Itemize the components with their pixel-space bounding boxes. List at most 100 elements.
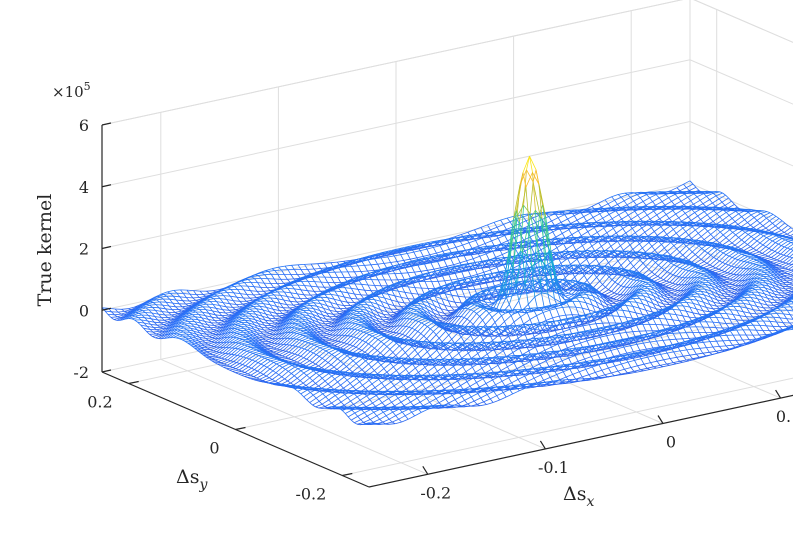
surface-segment xyxy=(646,192,654,195)
surface-segment xyxy=(667,222,671,227)
surface-segment xyxy=(397,260,404,262)
surface-segment xyxy=(548,216,552,222)
surface-segment xyxy=(747,210,755,213)
surface-segment xyxy=(694,229,699,234)
surface-segment xyxy=(687,193,695,198)
surface-segment xyxy=(784,238,792,241)
surface-segment xyxy=(655,192,663,195)
surface-segment xyxy=(718,198,723,203)
surface-segment xyxy=(753,222,761,228)
surface-segment xyxy=(766,214,774,219)
surface-segment xyxy=(614,200,618,205)
surface-segment xyxy=(722,252,727,255)
surface-segment xyxy=(692,251,696,255)
surface-segment xyxy=(641,227,646,233)
surface-segment xyxy=(676,266,680,269)
surface-segment xyxy=(669,205,677,209)
surface-segment xyxy=(747,212,752,216)
surface-segment xyxy=(697,227,706,234)
surface-segment xyxy=(562,229,569,234)
surface-segment xyxy=(722,248,730,254)
surface-segment xyxy=(716,228,721,233)
surface-segment xyxy=(720,207,724,211)
surface-segment xyxy=(334,272,339,278)
surface-segment xyxy=(598,199,606,204)
surface-segment xyxy=(587,231,592,237)
surface-segment xyxy=(703,217,711,223)
surface-segment xyxy=(696,224,704,227)
surface-segment xyxy=(695,208,703,211)
surface-segment xyxy=(387,255,395,258)
surface-segment xyxy=(466,258,474,262)
surface-segment xyxy=(551,217,559,222)
surface-segment xyxy=(380,257,385,264)
surface-segment xyxy=(724,200,732,206)
surface-segment xyxy=(487,222,495,226)
surface-segment xyxy=(364,264,372,266)
surface-segment xyxy=(552,210,559,213)
surface-segment xyxy=(752,261,760,265)
surface-segment xyxy=(593,208,597,211)
surface-segment xyxy=(731,213,739,219)
z-gridline xyxy=(101,0,793,126)
surface-segment xyxy=(590,249,597,252)
surface-segment xyxy=(765,222,773,229)
surface-segment xyxy=(781,230,785,233)
surface-segment xyxy=(571,209,578,213)
surface-segment xyxy=(681,190,689,193)
surface-segment xyxy=(699,195,707,201)
surface-segment xyxy=(705,225,713,228)
surface-segment xyxy=(755,263,763,265)
surface-segment xyxy=(493,219,501,223)
surface-segment xyxy=(643,191,651,194)
surface-segment xyxy=(637,210,645,216)
surface-segment xyxy=(699,200,704,204)
surface-segment xyxy=(570,219,578,224)
surface-segment xyxy=(473,255,480,260)
surface-segment xyxy=(760,233,764,237)
surface-segment xyxy=(775,220,783,227)
surface-segment xyxy=(657,221,665,224)
surface-segment xyxy=(641,208,645,212)
surface-segment xyxy=(610,224,614,229)
surface-segment xyxy=(630,262,634,267)
surface-segment xyxy=(648,223,652,228)
surface-segment xyxy=(657,223,662,227)
surface-segment xyxy=(419,250,424,257)
surface-segment xyxy=(732,274,740,281)
surface-segment xyxy=(664,242,672,249)
surface-segment xyxy=(580,212,585,217)
surface-segment xyxy=(413,250,421,253)
surface-segment xyxy=(687,212,695,218)
surface-segment xyxy=(586,259,590,265)
surface-segment xyxy=(607,199,615,205)
surface-segment xyxy=(506,216,514,219)
surface-segment xyxy=(381,274,386,281)
surface-segment xyxy=(722,229,730,236)
surface-segment xyxy=(537,228,542,232)
surface-segment xyxy=(658,194,666,199)
surface-segment xyxy=(710,206,718,209)
surface-segment xyxy=(271,266,279,270)
surface-segment xyxy=(552,231,557,238)
surface-segment xyxy=(729,229,733,233)
surface-segment xyxy=(670,222,678,227)
surface-segment xyxy=(749,260,757,264)
surface-segment xyxy=(747,255,755,257)
surface-segment xyxy=(351,266,355,272)
surface-segment xyxy=(492,280,500,282)
surface-segment xyxy=(667,221,674,224)
surface-segment xyxy=(622,206,629,209)
surface-segment xyxy=(756,220,761,224)
surface-segment xyxy=(675,232,680,238)
surface-segment xyxy=(636,262,644,271)
surface-segment xyxy=(773,260,781,264)
surface-segment xyxy=(761,255,769,259)
surface-segment xyxy=(620,196,625,202)
surface-segment xyxy=(503,224,507,230)
surface-segment xyxy=(682,254,686,259)
surface-segment xyxy=(462,244,466,251)
surface-segment xyxy=(624,210,629,216)
surface-segment xyxy=(592,217,597,223)
surface-segment xyxy=(728,255,733,258)
